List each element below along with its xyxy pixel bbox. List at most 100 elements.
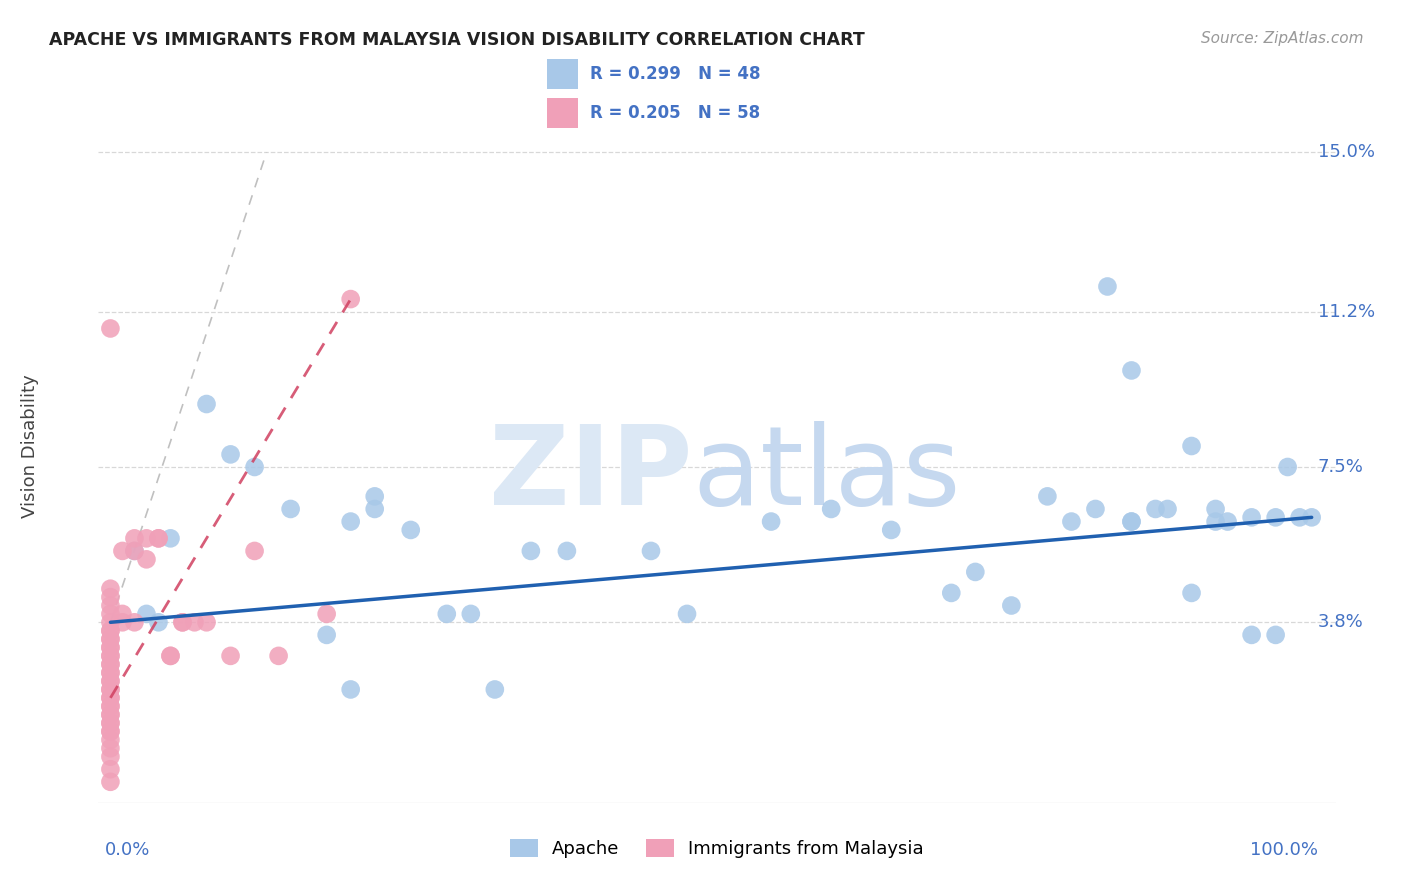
Point bbox=[111, 607, 134, 621]
Text: 100.0%: 100.0% bbox=[1250, 840, 1317, 859]
Point bbox=[100, 657, 122, 672]
Text: 15.0%: 15.0% bbox=[1317, 143, 1375, 161]
Point bbox=[159, 648, 181, 663]
Point bbox=[880, 523, 903, 537]
Point bbox=[1205, 502, 1227, 516]
Point bbox=[243, 460, 266, 475]
Point bbox=[1036, 489, 1059, 503]
Point bbox=[172, 615, 194, 630]
Point bbox=[100, 716, 122, 731]
Point bbox=[100, 774, 122, 789]
Point bbox=[364, 489, 387, 503]
Point bbox=[148, 615, 170, 630]
Text: R = 0.205   N = 58: R = 0.205 N = 58 bbox=[591, 103, 761, 122]
Point bbox=[460, 607, 482, 621]
Point bbox=[100, 699, 122, 714]
Point bbox=[1084, 502, 1107, 516]
Text: atlas: atlas bbox=[692, 421, 960, 528]
Bar bbox=[547, 98, 578, 128]
Point bbox=[100, 640, 122, 655]
Point bbox=[676, 607, 699, 621]
Point bbox=[1240, 628, 1263, 642]
Point bbox=[159, 648, 181, 663]
Point bbox=[280, 502, 302, 516]
Text: 11.2%: 11.2% bbox=[1317, 302, 1375, 321]
Point bbox=[1180, 586, 1202, 600]
Point bbox=[135, 532, 157, 546]
Point bbox=[219, 648, 242, 663]
Point bbox=[100, 632, 122, 646]
Point bbox=[1121, 515, 1143, 529]
Point bbox=[1180, 439, 1202, 453]
Point bbox=[364, 502, 387, 516]
Point bbox=[100, 624, 122, 638]
Point bbox=[1288, 510, 1310, 524]
Point bbox=[315, 607, 337, 621]
Point bbox=[100, 682, 122, 697]
Point bbox=[100, 665, 122, 680]
Point bbox=[124, 544, 146, 558]
Point bbox=[1301, 510, 1323, 524]
Point bbox=[100, 665, 122, 680]
Point bbox=[1240, 510, 1263, 524]
Point bbox=[339, 515, 361, 529]
Text: 3.8%: 3.8% bbox=[1317, 614, 1364, 632]
Point bbox=[100, 707, 122, 722]
Point bbox=[100, 749, 122, 764]
Point bbox=[124, 532, 146, 546]
Point bbox=[100, 724, 122, 739]
Point bbox=[111, 544, 134, 558]
Point bbox=[1264, 510, 1286, 524]
Point bbox=[111, 615, 134, 630]
Point bbox=[195, 397, 218, 411]
Point bbox=[1121, 363, 1143, 377]
Point bbox=[339, 682, 361, 697]
Text: ZIP: ZIP bbox=[489, 421, 692, 528]
Point bbox=[339, 292, 361, 306]
Point bbox=[172, 615, 194, 630]
Point bbox=[941, 586, 963, 600]
Point bbox=[640, 544, 662, 558]
Point bbox=[1216, 515, 1239, 529]
Point bbox=[315, 628, 337, 642]
Text: Vision Disability: Vision Disability bbox=[21, 374, 39, 518]
Text: 0.0%: 0.0% bbox=[104, 840, 150, 859]
Point bbox=[965, 565, 987, 579]
Point bbox=[100, 590, 122, 604]
Point bbox=[100, 640, 122, 655]
Point bbox=[100, 582, 122, 596]
Point bbox=[135, 607, 157, 621]
Point bbox=[100, 674, 122, 689]
Point bbox=[100, 648, 122, 663]
Point bbox=[100, 599, 122, 613]
Point bbox=[1121, 515, 1143, 529]
Point bbox=[520, 544, 543, 558]
Text: R = 0.299   N = 48: R = 0.299 N = 48 bbox=[591, 65, 761, 83]
Point bbox=[148, 532, 170, 546]
Point bbox=[100, 674, 122, 689]
Point bbox=[1144, 502, 1167, 516]
Point bbox=[1060, 515, 1083, 529]
Point bbox=[159, 532, 181, 546]
Point bbox=[100, 632, 122, 646]
Point bbox=[555, 544, 578, 558]
Point bbox=[100, 741, 122, 756]
Point bbox=[100, 716, 122, 731]
Point bbox=[100, 615, 122, 630]
Point bbox=[1277, 460, 1299, 475]
Point bbox=[100, 707, 122, 722]
Point bbox=[100, 624, 122, 638]
Point bbox=[436, 607, 458, 621]
Text: 7.5%: 7.5% bbox=[1317, 458, 1364, 476]
Point bbox=[100, 699, 122, 714]
Point bbox=[399, 523, 422, 537]
Point bbox=[484, 682, 506, 697]
Point bbox=[100, 732, 122, 747]
Point bbox=[124, 615, 146, 630]
Point bbox=[759, 515, 782, 529]
Point bbox=[100, 690, 122, 705]
Point bbox=[100, 682, 122, 697]
Point bbox=[100, 724, 122, 739]
Point bbox=[124, 544, 146, 558]
Point bbox=[148, 532, 170, 546]
